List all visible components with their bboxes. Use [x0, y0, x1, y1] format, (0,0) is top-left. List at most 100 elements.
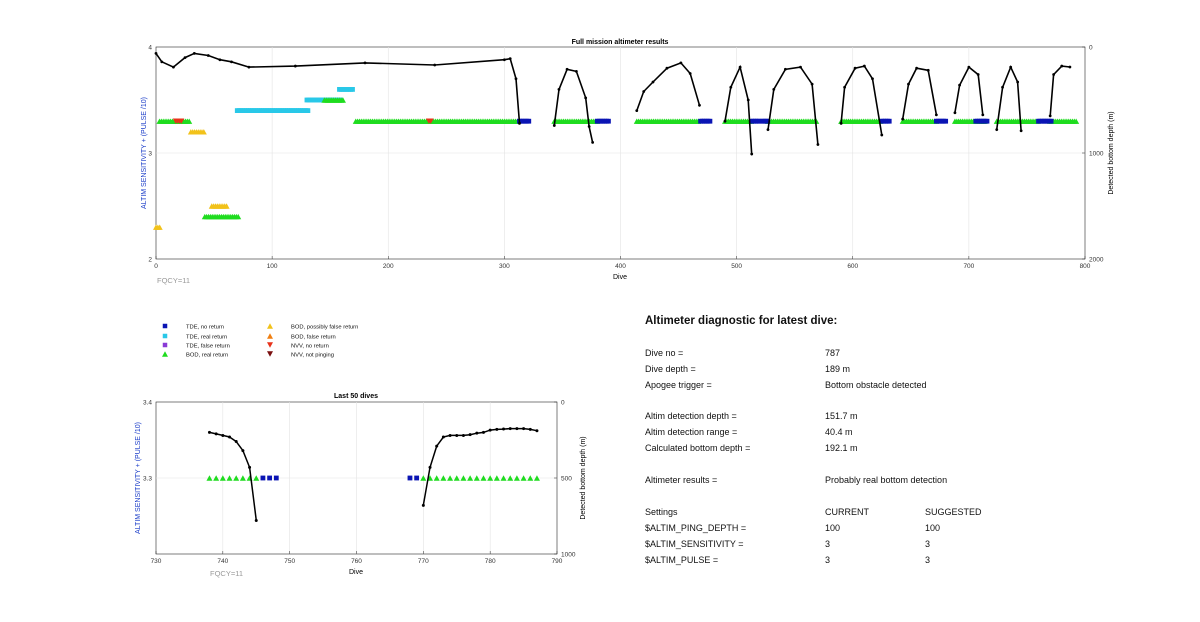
- full-depth-point: [738, 65, 742, 69]
- full-depth-point: [766, 128, 770, 132]
- last50-ytick-right-label: 0: [561, 400, 565, 407]
- full-depth-point: [723, 119, 727, 123]
- last50-depth-point: [528, 427, 532, 431]
- full-depth-point: [1009, 65, 1013, 69]
- legend-marker-square: [162, 323, 168, 329]
- full-depth-point: [843, 85, 847, 89]
- full-depth-point: [907, 82, 910, 86]
- last50-depth-point: [421, 503, 425, 507]
- full-ytick-label: 3: [148, 151, 152, 158]
- last50-depth-point: [234, 440, 238, 444]
- last50-marker-bod: [253, 475, 260, 481]
- last50-xtick-label: 760: [351, 558, 362, 565]
- last50-depth-point: [468, 433, 472, 437]
- last50-marker-bod: [513, 475, 520, 481]
- setting-name-ping-depth: $ALTIM_PING_DEPTH =: [645, 523, 747, 533]
- diag-label-apogee: Apogee trigger =: [645, 380, 712, 390]
- full-depth-point: [508, 57, 512, 61]
- last50-chart-ylabel-left: ALTIM SENSITIVITY + (PULSE /10): [135, 422, 142, 534]
- last50-depth-point: [508, 427, 512, 431]
- last50-depth-point: [214, 432, 218, 436]
- full-depth-point: [901, 117, 905, 121]
- full-depth-point: [502, 58, 506, 62]
- last50-depth-point: [241, 449, 245, 453]
- full-marker-tde: [765, 118, 771, 124]
- full-xtick-label: 0: [154, 263, 158, 270]
- settings-header-current: CURRENT: [825, 507, 869, 517]
- full-depth-point: [1019, 129, 1023, 133]
- full-marker-tde: [756, 118, 762, 124]
- full-ytick-label: 4: [148, 45, 152, 52]
- legend-marker-square: [162, 342, 168, 348]
- legend-label: TDE, no return: [186, 324, 224, 330]
- last50-depth-point: [428, 465, 432, 469]
- full-depth-point: [574, 69, 578, 73]
- full-depth-point: [958, 83, 961, 87]
- full-xtick-label: 400: [615, 263, 626, 270]
- last50-xtick-label: 780: [485, 558, 496, 565]
- full-depth-line: [1049, 65, 1070, 116]
- last50-marker-bod: [487, 475, 494, 481]
- settings-header-name: Settings: [645, 507, 678, 517]
- full-chart-xlabel: Dive: [613, 274, 627, 281]
- full-ytick-label: 2: [148, 257, 152, 264]
- full-xtick-label: 800: [1080, 263, 1091, 270]
- diag-value-apogee: Bottom obstacle detected: [825, 380, 927, 390]
- diagnostic-title: Altimeter diagnostic for latest dive:: [645, 315, 838, 327]
- last50-chart-ylabel-right: Detected bottom depth (m): [580, 436, 587, 519]
- full-depth-point: [1048, 114, 1052, 118]
- full-depth-point: [679, 61, 683, 65]
- full-depth-point: [206, 54, 210, 57]
- last50-depth-point: [455, 433, 459, 437]
- full-depth-point: [839, 121, 843, 125]
- full-marker-bod: [1073, 118, 1080, 124]
- last50-depth-point: [254, 519, 258, 523]
- full-marker-nvv: [427, 118, 434, 124]
- full-marker-bod: [156, 224, 163, 230]
- last50-marker-bod: [447, 475, 454, 481]
- full-marker-bod: [200, 129, 207, 135]
- last50-depth-point: [435, 444, 439, 448]
- full-depth-point: [1001, 85, 1004, 89]
- last50-depth-point: [207, 430, 211, 434]
- full-depth-point: [665, 66, 669, 70]
- full-depth-point: [518, 121, 521, 125]
- last50-depth-point: [221, 433, 225, 437]
- setting-name-pulse: $ALTIM_PULSE =: [645, 555, 719, 565]
- full-chart-ylabel-left: ALTIM SENSITIVITY + (PULSE /10): [141, 97, 148, 209]
- full-marker-tde: [305, 108, 311, 113]
- legend-label: BOD, possibly false return: [291, 324, 358, 330]
- last50-marker-bod: [480, 475, 487, 481]
- full-depth-point: [293, 64, 297, 68]
- last50-marker-tde: [260, 475, 266, 481]
- full-depth-point: [230, 60, 233, 64]
- last50-marker-tde: [407, 475, 413, 481]
- full-marker-tde: [707, 118, 713, 124]
- full-depth-point: [871, 77, 874, 81]
- last50-depth-point: [475, 431, 479, 435]
- full-depth-point: [1052, 73, 1056, 76]
- full-depth-line: [155, 52, 521, 124]
- full-depth-point: [1060, 64, 1064, 68]
- last50-xtick-label: 740: [217, 558, 228, 565]
- last50-marker-bod: [493, 475, 500, 481]
- full-xtick-label: 200: [383, 263, 394, 270]
- last50-marker-tde: [414, 475, 420, 481]
- legend-marker-triangle: [267, 333, 273, 339]
- last50-ytick-label: 3.4: [143, 400, 152, 407]
- full-depth-point: [587, 125, 591, 128]
- full-marker-tde: [350, 87, 355, 92]
- last50-marker-bod: [460, 475, 467, 481]
- full-depth-point: [862, 64, 866, 68]
- full-chart-fqcy: FQCY=11: [157, 276, 190, 285]
- setting-suggested-ping-depth: 100: [925, 523, 941, 533]
- full-depth-point: [591, 141, 595, 144]
- full-depth-point: [565, 67, 569, 71]
- full-depth-point: [799, 65, 802, 69]
- legend-marker-square: [162, 333, 168, 339]
- full-depth-point: [934, 113, 938, 117]
- full-depth-point: [160, 60, 164, 64]
- full-chart-title: Full mission altimeter results: [572, 39, 669, 46]
- full-ytick-right-label: 1000: [1089, 151, 1104, 158]
- full-depth-point: [192, 51, 196, 55]
